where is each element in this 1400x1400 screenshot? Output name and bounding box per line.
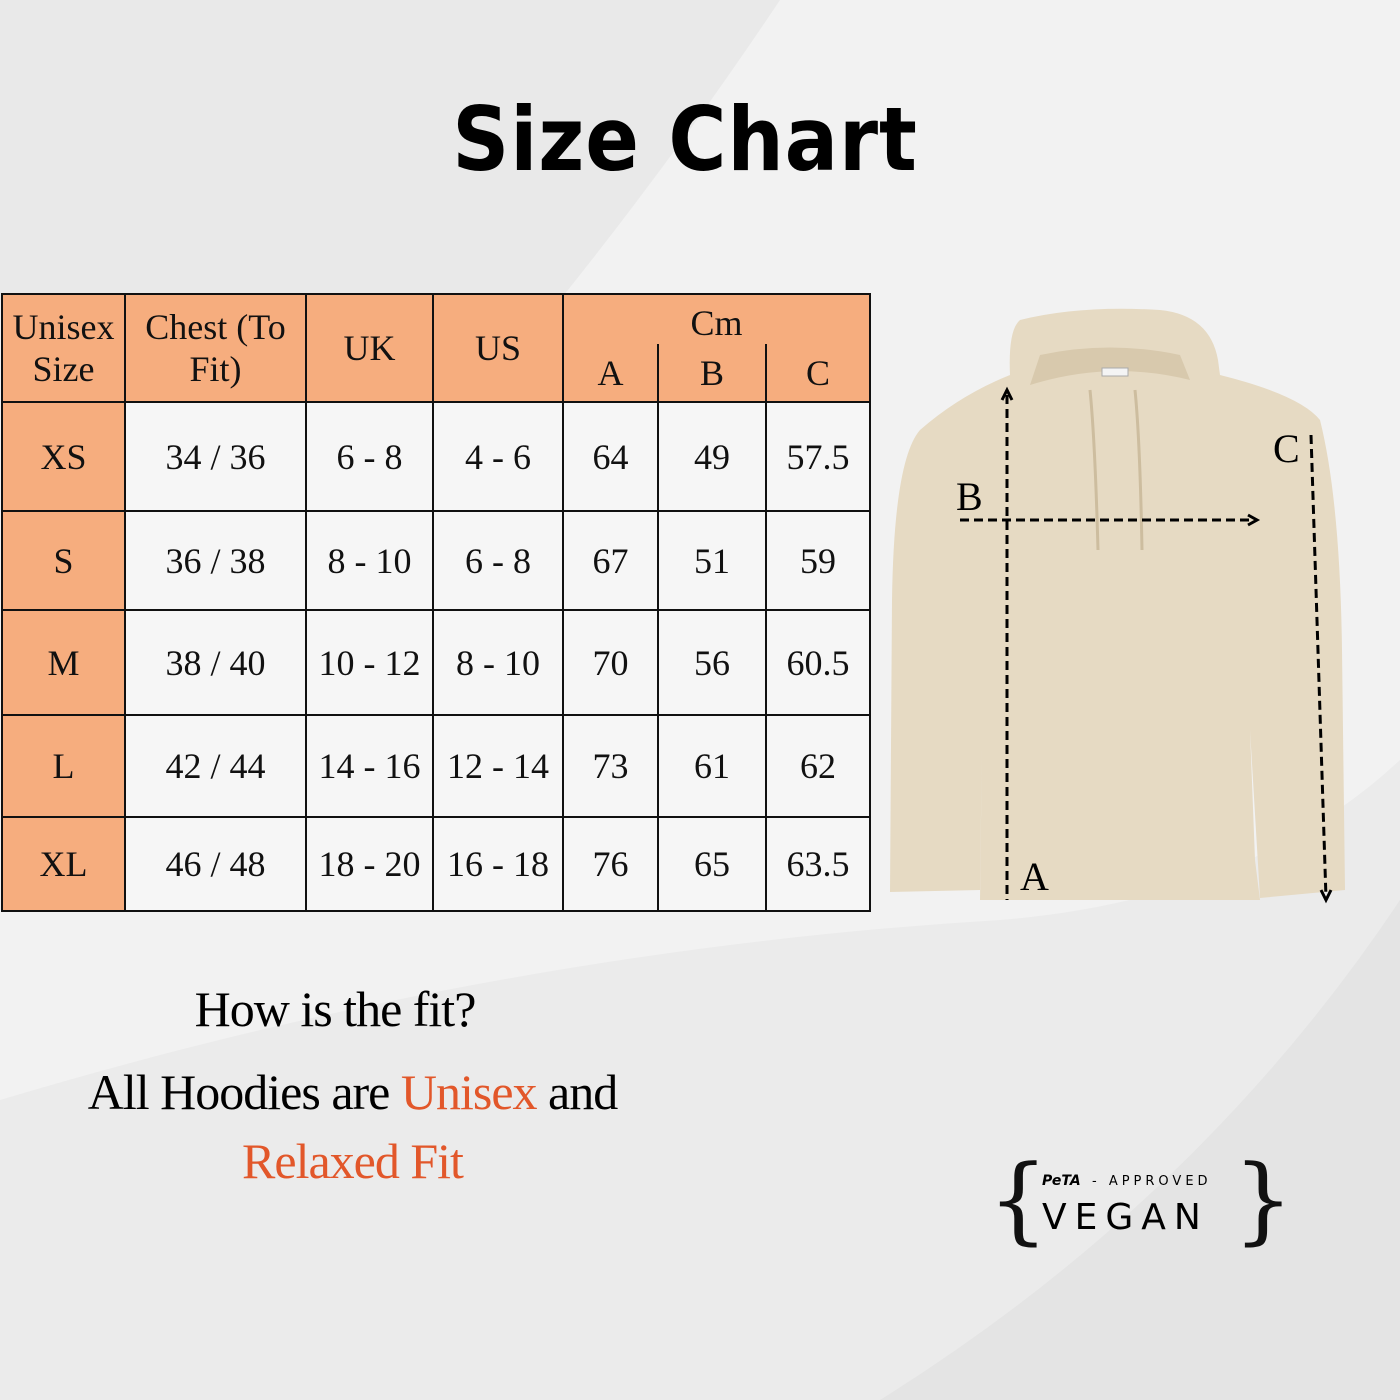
label-c: C	[1273, 426, 1300, 471]
cell-c: 59	[765, 510, 871, 611]
cell-uk: 10 - 12	[305, 609, 434, 716]
cell-size: M	[1, 609, 126, 716]
table-row: S 36 / 38 8 - 10 6 - 8 67 51 59	[1, 510, 871, 611]
peta-vegan-logo: { } PeTA - APPROVED VEGAN	[988, 1152, 1288, 1252]
cell-size: S	[1, 510, 126, 611]
cell-chest: 38 / 40	[124, 609, 307, 716]
cell-c: 62	[765, 714, 871, 818]
cell-us: 6 - 8	[432, 510, 564, 611]
cell-chest: 36 / 38	[124, 510, 307, 611]
cell-uk: 14 - 16	[305, 714, 434, 818]
header-c: C	[765, 344, 871, 403]
logo-approved: - APPROVED	[1092, 1174, 1212, 1189]
label-a: A	[1020, 854, 1049, 899]
cell-us: 8 - 10	[432, 609, 564, 716]
table-row: L 42 / 44 14 - 16 12 - 14 73 61 62	[1, 714, 871, 818]
cell-b: 61	[657, 714, 767, 818]
cell-size: XL	[1, 816, 126, 912]
logo-vegan: VEGAN	[1042, 1197, 1209, 1238]
cell-a: 70	[562, 609, 659, 716]
cell-us: 12 - 14	[432, 714, 564, 818]
header-us: US	[432, 293, 564, 403]
header-size: Unisex Size	[1, 293, 126, 403]
cell-chest: 34 / 36	[124, 401, 307, 512]
cell-chest: 42 / 44	[124, 714, 307, 818]
measure-line-c	[1309, 434, 1328, 899]
cell-uk: 18 - 20	[305, 816, 434, 912]
page-title: Size Chart	[452, 88, 918, 191]
cell-size: L	[1, 714, 126, 818]
cell-us: 16 - 18	[432, 816, 564, 912]
fit-question: How is the fit?	[194, 981, 477, 1037]
cell-b: 56	[657, 609, 767, 716]
fit-statement: All Hoodies are Unisex and	[0, 1063, 705, 1121]
brace-left-icon: {	[988, 1152, 1048, 1252]
hoodie-body	[890, 308, 1345, 900]
header-cm: Cm	[562, 293, 871, 344]
cell-b: 49	[657, 401, 767, 512]
cell-b: 51	[657, 510, 767, 611]
cell-a: 64	[562, 401, 659, 512]
brace-right-icon: }	[1233, 1152, 1288, 1252]
cell-uk: 6 - 8	[305, 401, 434, 512]
cell-c: 57.5	[765, 401, 871, 512]
cell-chest: 46 / 48	[124, 816, 307, 912]
logo-brand: PeTA	[1042, 1173, 1081, 1189]
relaxed-fit-highlight: Relaxed Fit	[242, 1133, 464, 1189]
cell-a: 76	[562, 816, 659, 912]
cell-size: XS	[1, 401, 126, 512]
header-uk: UK	[305, 293, 434, 403]
cell-uk: 8 - 10	[305, 510, 434, 611]
table-row: M 38 / 40 10 - 12 8 - 10 70 56 60.5	[1, 609, 871, 716]
header-a: A	[562, 344, 659, 403]
cell-b: 65	[657, 816, 767, 912]
cell-a: 67	[562, 510, 659, 611]
cell-c: 60.5	[765, 609, 871, 716]
fit-text-end: and	[536, 1064, 618, 1120]
size-table: Unisex Size Chest (To Fit) UK US Cm A B …	[1, 293, 871, 912]
table-row: XL 46 / 48 18 - 20 16 - 18 76 65 63.5	[1, 816, 871, 912]
header-b: B	[657, 344, 767, 403]
header-chest: Chest (To Fit)	[124, 293, 307, 403]
unisex-highlight: Unisex	[400, 1064, 538, 1120]
label-b: B	[956, 474, 983, 519]
cell-a: 73	[562, 714, 659, 818]
cell-us: 4 - 6	[432, 401, 564, 512]
cell-c: 63.5	[765, 816, 871, 912]
fit-text: All Hoodies are	[87, 1064, 401, 1120]
hoodie-diagram: A B C	[890, 308, 1345, 904]
